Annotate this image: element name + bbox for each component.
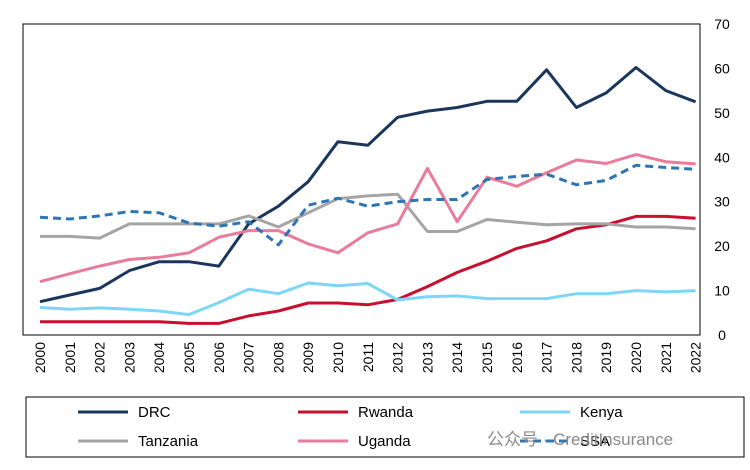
y-tick-label-70: 70 bbox=[714, 16, 730, 32]
legend-label-kenya: Kenya bbox=[580, 404, 623, 421]
x-tick-label-2015: 2015 bbox=[479, 342, 495, 373]
x-tick-label-2016: 2016 bbox=[509, 342, 525, 373]
x-axis-ticks: 2000 2001 2002 2003 2004 2005 2006 2007 2008 2009… bbox=[32, 342, 704, 373]
y-tick-label-60: 60 bbox=[714, 60, 730, 76]
series-line-kenya bbox=[39, 281, 696, 317]
x-tick-label-2022: 2022 bbox=[688, 342, 704, 373]
x-tick-label-2008: 2008 bbox=[270, 342, 286, 373]
watermark-text: 公众号 · CreditInsurance bbox=[487, 430, 673, 449]
x-tick-label-2006: 2006 bbox=[211, 342, 227, 373]
x-tick-label-2021: 2021 bbox=[658, 342, 674, 373]
y-tick-label-10: 10 bbox=[714, 283, 730, 299]
x-tick-label-2003: 2003 bbox=[121, 342, 137, 373]
legend-label-ssa: SSA bbox=[580, 433, 610, 450]
legend-label-rwanda: Rwanda bbox=[358, 404, 414, 421]
y-axis-ticks: 0 10 20 30 40 50 60 70 bbox=[714, 16, 730, 343]
x-tick-label-2019: 2019 bbox=[598, 342, 614, 373]
x-tick-label-2004: 2004 bbox=[151, 342, 167, 373]
y-tick-label-0: 0 bbox=[718, 327, 726, 343]
series-lines bbox=[39, 66, 697, 325]
series-line-drc bbox=[39, 66, 697, 304]
x-tick-label-2000: 2000 bbox=[32, 342, 48, 373]
legend: DRC Rwanda Kenya Tanzania Uganda SSA bbox=[78, 404, 623, 450]
x-tick-label-2005: 2005 bbox=[181, 342, 197, 373]
y-tick-label-20: 20 bbox=[714, 238, 730, 254]
legend-label-drc: DRC bbox=[138, 404, 171, 421]
x-tick-label-2017: 2017 bbox=[539, 342, 555, 373]
series-line-uganda bbox=[39, 153, 696, 284]
y-tick-label-50: 50 bbox=[714, 105, 730, 121]
series-line-ssa bbox=[39, 163, 696, 247]
x-tick-label-2018: 2018 bbox=[568, 342, 584, 373]
legend-box bbox=[25, 396, 745, 458]
x-tick-label-2002: 2002 bbox=[92, 342, 108, 373]
plot-area-frame bbox=[22, 23, 701, 336]
legend-label-uganda: Uganda bbox=[358, 433, 411, 450]
x-tick-label-2012: 2012 bbox=[390, 342, 406, 373]
y-tick-label-40: 40 bbox=[714, 149, 730, 165]
series-line-rwanda bbox=[40, 214, 696, 325]
x-tick-label-2007: 2007 bbox=[241, 342, 257, 373]
x-tick-label-2013: 2013 bbox=[419, 342, 435, 373]
series-line-tanzania bbox=[40, 192, 696, 240]
y-tick-label-30: 30 bbox=[714, 194, 730, 210]
x-tick-label-2014: 2014 bbox=[449, 342, 465, 373]
x-tick-label-2011: 2011 bbox=[360, 342, 376, 372]
legend-label-tanzania: Tanzania bbox=[138, 433, 199, 450]
x-tick-label-2010: 2010 bbox=[330, 342, 346, 373]
x-tick-label-2001: 2001 bbox=[62, 342, 78, 373]
x-tick-label-2020: 2020 bbox=[628, 342, 644, 373]
x-tick-label-2009: 2009 bbox=[300, 342, 316, 373]
